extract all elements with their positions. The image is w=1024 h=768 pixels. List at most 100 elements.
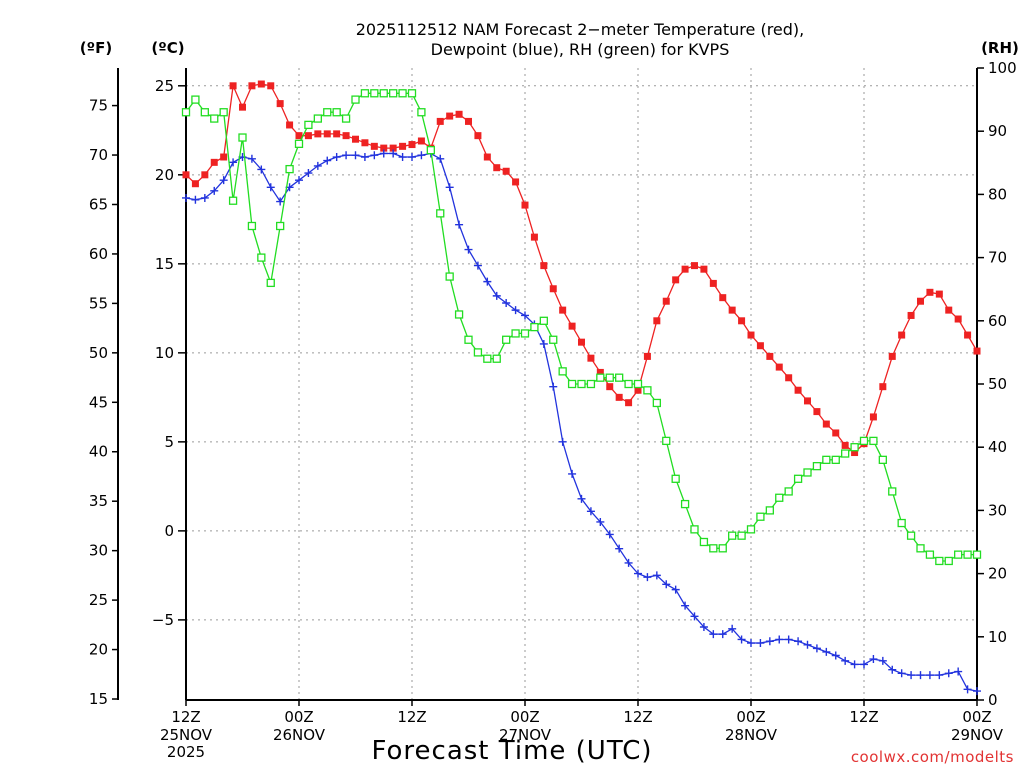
rh-point — [756, 512, 765, 521]
temperature-point — [832, 429, 840, 437]
series-dewpoint — [182, 149, 981, 696]
dewpoint-point — [925, 671, 934, 680]
celsius-tick-label: 25 — [155, 77, 174, 95]
x-tick-label-date: 29NOV — [951, 726, 1004, 744]
dewpoint-point — [605, 530, 614, 539]
x-tick-label-time: 00Z — [284, 708, 313, 726]
rh-point — [191, 95, 200, 104]
dewpoint-point — [398, 153, 407, 162]
rh-point — [615, 373, 624, 382]
dewpoint-point — [850, 660, 859, 669]
rh-tick-label: 0 — [988, 691, 998, 709]
temperature-point — [691, 262, 698, 270]
dewpoint-point — [436, 154, 445, 163]
temperature-point — [295, 132, 303, 140]
temperature-point — [380, 144, 388, 152]
temperature-point — [465, 117, 472, 125]
dewpoint-point — [831, 651, 840, 660]
dewpoint-point — [888, 665, 897, 674]
x-tick-label-date: 25NOV — [160, 726, 213, 744]
temperature-point — [446, 112, 454, 120]
rh-point — [709, 544, 718, 553]
rh-point — [294, 139, 304, 148]
temperature-point — [964, 331, 972, 339]
rh-point — [916, 544, 925, 553]
x-tick-label-date: 26NOV — [273, 726, 326, 744]
rh-point — [332, 108, 341, 117]
rh-point — [304, 120, 313, 130]
rh-tick-label: 90 — [988, 122, 1007, 140]
dewpoint-point — [954, 667, 963, 676]
rh-point — [831, 455, 840, 464]
temperature-point — [361, 139, 369, 147]
x-tick-label-date: 27NOV — [499, 726, 552, 744]
rh-tick-label: 50 — [988, 375, 1007, 393]
temperature-point — [333, 130, 341, 138]
rh-point — [680, 499, 690, 509]
temperature-point — [785, 374, 793, 382]
dewpoint-point — [803, 640, 812, 649]
rh-point — [765, 506, 774, 515]
temperature-point — [549, 285, 557, 293]
dewpoint-point — [756, 639, 765, 648]
rh-point — [492, 354, 501, 363]
fahrenheit-tick-label: 40 — [89, 443, 108, 461]
dewpoint-point — [455, 220, 464, 229]
x-tick-label-time: 12Z — [623, 708, 652, 726]
dewpoint-point — [502, 298, 511, 307]
fahrenheit-tick-label: 65 — [89, 195, 108, 213]
celsius-tick-label: −5 — [152, 611, 174, 629]
dewpoint-point — [379, 149, 388, 158]
dewpoint-point — [709, 630, 718, 639]
x-tick-label-time: 00Z — [510, 708, 539, 726]
rh-unit-label: (RH) — [981, 39, 1019, 57]
rh-point — [530, 322, 539, 332]
temperature-point — [634, 386, 642, 394]
celsius-tick-label: 10 — [155, 344, 174, 362]
temperature-point — [587, 354, 595, 362]
temperature-point — [314, 130, 322, 138]
temperature-point — [276, 100, 284, 108]
rh-point — [662, 436, 671, 446]
rh-point — [266, 278, 275, 288]
rh-point — [841, 449, 850, 458]
x-axis-title: Forecast Time (UTC) — [371, 736, 652, 766]
rh-point — [238, 133, 247, 142]
temperature-point — [304, 132, 312, 140]
temperature-point — [578, 338, 585, 346]
temperature-point — [709, 279, 717, 287]
rh-point — [954, 550, 963, 559]
dewpoint-point — [370, 151, 379, 160]
rh-point — [699, 537, 709, 547]
temperature-point — [182, 171, 190, 179]
chart-title-line2: Dewpoint (blue), RH (green) for KVPS — [431, 40, 730, 59]
dewpoint-point — [483, 277, 492, 286]
dewpoint-point — [973, 687, 981, 696]
fahrenheit-tick-label: 55 — [89, 294, 108, 312]
rh-point — [454, 310, 464, 319]
dewpoint-point — [652, 571, 661, 580]
temperature-point — [794, 386, 802, 394]
temperature-point — [926, 288, 934, 296]
temperature-point — [804, 397, 811, 405]
dewpoint-point — [323, 156, 332, 165]
dewpoint-point — [521, 311, 529, 320]
temperature-point — [248, 82, 256, 90]
x-tick-label-time: 00Z — [736, 708, 765, 726]
rh-point — [888, 487, 897, 496]
temperature-point — [399, 142, 407, 150]
rh-line — [185, 92, 977, 562]
dewpoint-point — [596, 517, 605, 526]
temperature-point — [512, 178, 520, 186]
dewpoint-point — [860, 660, 868, 669]
temperature-point — [530, 233, 538, 241]
rh-point — [596, 373, 605, 382]
rh-tick-label: 20 — [988, 565, 1007, 583]
dewpoint-point — [276, 197, 285, 206]
temperature-point — [201, 171, 209, 179]
rh-point — [577, 379, 586, 389]
dewpoint-point — [549, 382, 558, 391]
celsius-tick-label: 20 — [155, 166, 174, 184]
dewpoint-point — [963, 685, 972, 694]
temperature-point — [747, 331, 755, 339]
